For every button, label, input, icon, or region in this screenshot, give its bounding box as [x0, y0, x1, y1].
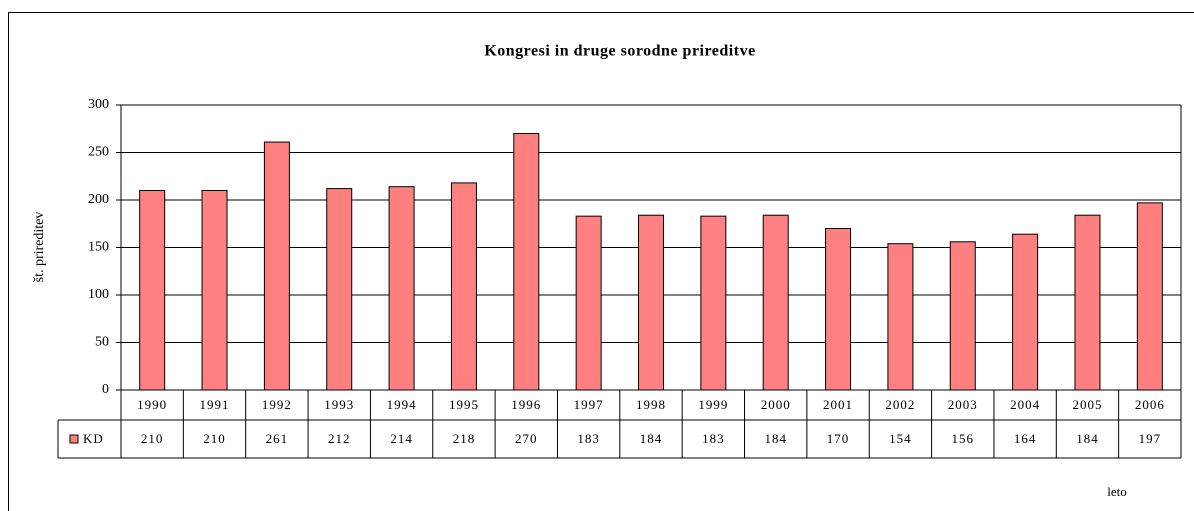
legend-swatch: [69, 434, 79, 444]
bar: [638, 214, 664, 391]
table-value: 214: [390, 431, 413, 446]
table-value: 261: [266, 431, 289, 446]
bar: [949, 241, 976, 391]
table-value: 170: [827, 431, 850, 446]
x-tick-label: 1998: [636, 397, 666, 412]
bar: [139, 190, 166, 391]
chart-title: Kongresi in druge sorodne prireditve: [484, 43, 755, 60]
x-tick-label: 2004: [1010, 397, 1040, 412]
y-tick-label: 250: [88, 145, 109, 160]
table-value: 183: [577, 431, 600, 446]
bar: [513, 133, 540, 391]
y-tick-label: 0: [102, 382, 109, 397]
x-tick-label: 1991: [200, 397, 230, 412]
bar: [326, 188, 353, 391]
y-tick-label: 150: [88, 240, 109, 255]
table-value: 154: [889, 431, 912, 446]
y-tick-label: 200: [88, 192, 109, 207]
x-tick-label: 1994: [387, 397, 417, 412]
bar: [575, 215, 602, 391]
bar: [263, 141, 290, 391]
table-value: 183: [702, 431, 725, 446]
bar: [700, 215, 727, 391]
bar: [825, 228, 852, 391]
x-tick-label: 1996: [511, 397, 541, 412]
x-tick-label: 2003: [948, 397, 978, 412]
x-tick-label: 1992: [262, 397, 292, 412]
table-value: 184: [640, 431, 663, 446]
bar: [1012, 233, 1039, 391]
table-value: 197: [1139, 431, 1162, 446]
table-value: 270: [515, 431, 538, 446]
y-tick-label: 50: [95, 335, 109, 350]
x-tick-label: 1993: [324, 397, 354, 412]
x-tick-label: 2005: [1072, 397, 1102, 412]
table-value: 164: [1014, 431, 1037, 446]
table-value: 156: [952, 431, 975, 446]
table-value: 210: [141, 431, 164, 446]
bar: [1074, 214, 1101, 391]
x-tick-label: 1999: [698, 397, 728, 412]
legend-label: KD: [83, 431, 104, 446]
x-tick-label: 2001: [823, 397, 853, 412]
x-tick-label: 2006: [1135, 397, 1165, 412]
table-value: 212: [328, 431, 351, 446]
x-axis-label: leto: [1107, 484, 1127, 499]
bar: [388, 186, 415, 391]
chart-frame: [8, 12, 1194, 511]
x-tick-label: 1995: [449, 397, 479, 412]
y-tick-label: 300: [88, 97, 109, 112]
x-tick-label: 2000: [761, 397, 791, 412]
x-tick-label: 2002: [885, 397, 915, 412]
bar: [1136, 202, 1163, 391]
y-axis-label: št. prireditev: [32, 212, 47, 283]
bar: [762, 214, 789, 391]
x-tick-label: 1990: [137, 397, 167, 412]
bar: [887, 243, 914, 391]
bar: [201, 190, 228, 391]
x-tick-label: 1997: [574, 397, 604, 412]
table-value: 184: [1076, 431, 1099, 446]
table-value: 210: [203, 431, 226, 446]
table-value: 184: [764, 431, 787, 446]
y-tick-label: 100: [88, 287, 109, 302]
table-value: 218: [453, 431, 476, 446]
bar: [450, 182, 477, 391]
